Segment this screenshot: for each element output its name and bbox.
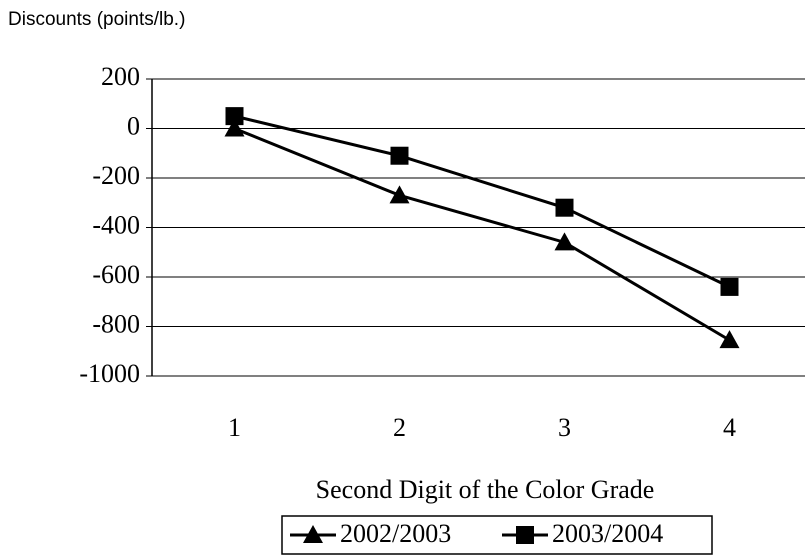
x-tick-label: 1 (228, 413, 241, 442)
legend-label: 2003/2004 (552, 519, 663, 548)
series-line (233, 127, 731, 342)
data-point (555, 198, 574, 217)
x-tick-label: 2 (393, 413, 406, 442)
series-line (234, 114, 731, 289)
y-tick-label: -600 (92, 260, 140, 289)
y-tick-label: -800 (92, 309, 140, 338)
legend-box (281, 515, 713, 555)
legend-label: 2002/2003 (340, 519, 451, 548)
legend-marker (516, 526, 534, 544)
x-tick-label: 4 (723, 413, 736, 442)
data-point (224, 118, 245, 137)
y-tick-label: -400 (92, 210, 140, 239)
y-tick-label: 200 (101, 62, 140, 91)
data-point (720, 277, 739, 296)
data-point (390, 146, 409, 165)
y-tick-label: 0 (127, 111, 140, 140)
y-tick-label: -200 (92, 161, 140, 190)
y-tick-label: -1000 (79, 359, 140, 388)
legend-marker (303, 525, 323, 543)
data-point (225, 107, 244, 126)
x-tick-label: 3 (558, 413, 571, 442)
data-point (389, 185, 410, 204)
data-point (719, 330, 740, 349)
data-point (554, 232, 575, 251)
y-axis-label: Discounts (points/lb.) (8, 9, 185, 30)
x-axis-label: Second Digit of the Color Grade (316, 475, 655, 504)
